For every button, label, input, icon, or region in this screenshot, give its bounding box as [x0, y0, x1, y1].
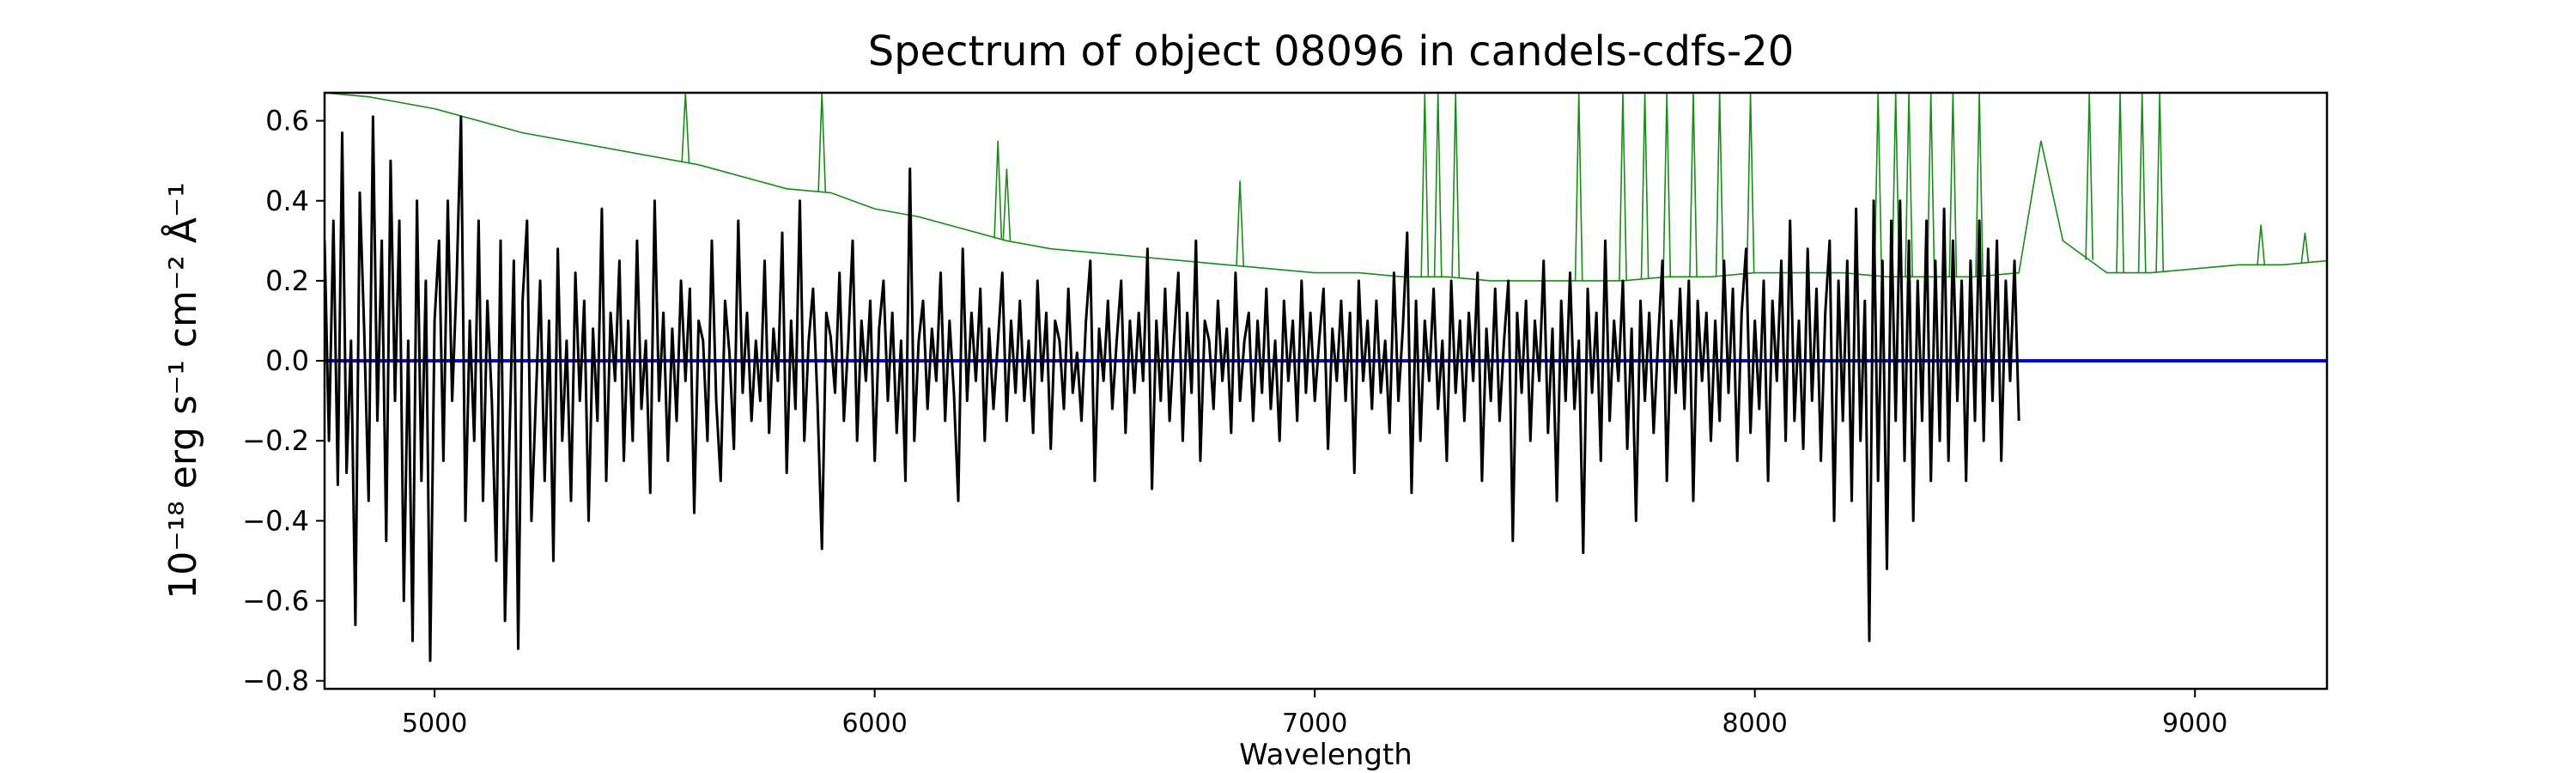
y-tick-label: 0.6 [265, 105, 309, 137]
y-tick-label: 0.4 [265, 185, 309, 217]
error-spike [1975, 93, 1984, 277]
error-spike [817, 93, 827, 192]
error-spike [2155, 93, 2165, 272]
x-tick-label: 5000 [402, 709, 467, 739]
error-spike [1002, 168, 1012, 241]
y-tick-label: −0.6 [242, 585, 309, 618]
x-tick-label: 7000 [1282, 709, 1347, 739]
error-spike [1926, 93, 1935, 277]
y-tick-label: −0.2 [242, 424, 309, 457]
x-tick-label: 8000 [1722, 709, 1788, 739]
error-spike [1451, 93, 1461, 278]
error-spike [993, 140, 1003, 239]
error-spike [1746, 93, 1755, 274]
error-spike [681, 93, 690, 163]
chart-title: Spectrum of object 08096 in candels-cdfs… [868, 27, 1795, 76]
x-axis: 5000 6000 7000 8000 9000 [402, 689, 2227, 739]
error-spike [1948, 93, 1958, 277]
error-spike [1689, 93, 1698, 277]
error-spike [1715, 93, 1724, 277]
error-spike [1891, 93, 1900, 277]
error-spike [2137, 93, 2147, 273]
y-axis-label: 10⁻¹⁸ erg s⁻¹ cm⁻² Å⁻¹ [160, 182, 205, 599]
y-tick-label: −0.4 [242, 504, 309, 537]
flux-spectrum-line [325, 115, 2020, 662]
x-tick-label: 6000 [841, 709, 907, 739]
y-axis: −0.8 −0.6 −0.4 −0.2 0.0 0.2 0.4 0.6 [242, 105, 325, 697]
plot-frame [323, 91, 2329, 691]
error-spike [2300, 232, 2310, 264]
error-spike [1905, 93, 1913, 277]
error-spike [1640, 93, 1649, 279]
error-spike [2085, 93, 2094, 260]
error-spectrum-line [325, 93, 2327, 282]
error-spike [2257, 224, 2265, 265]
error-spike [2116, 93, 2124, 273]
x-tick-label: 9000 [2162, 709, 2227, 739]
x-axis-label: Wavelength [1239, 738, 1413, 772]
error-spike [1619, 93, 1627, 281]
error-spectrum-series [325, 93, 2327, 282]
error-spike [1874, 93, 1883, 277]
error-spike [1236, 180, 1244, 266]
y-tick-label: 0.0 [265, 344, 309, 377]
y-tick-label: −0.8 [242, 665, 309, 697]
flux-spectrum-series [325, 115, 2020, 662]
plot-area [323, 91, 2329, 691]
error-spike [1574, 93, 1583, 281]
error-spike [1433, 93, 1443, 277]
y-tick-label: 0.2 [265, 265, 309, 297]
error-spike [1420, 93, 1430, 277]
error-spike [1662, 93, 1672, 277]
